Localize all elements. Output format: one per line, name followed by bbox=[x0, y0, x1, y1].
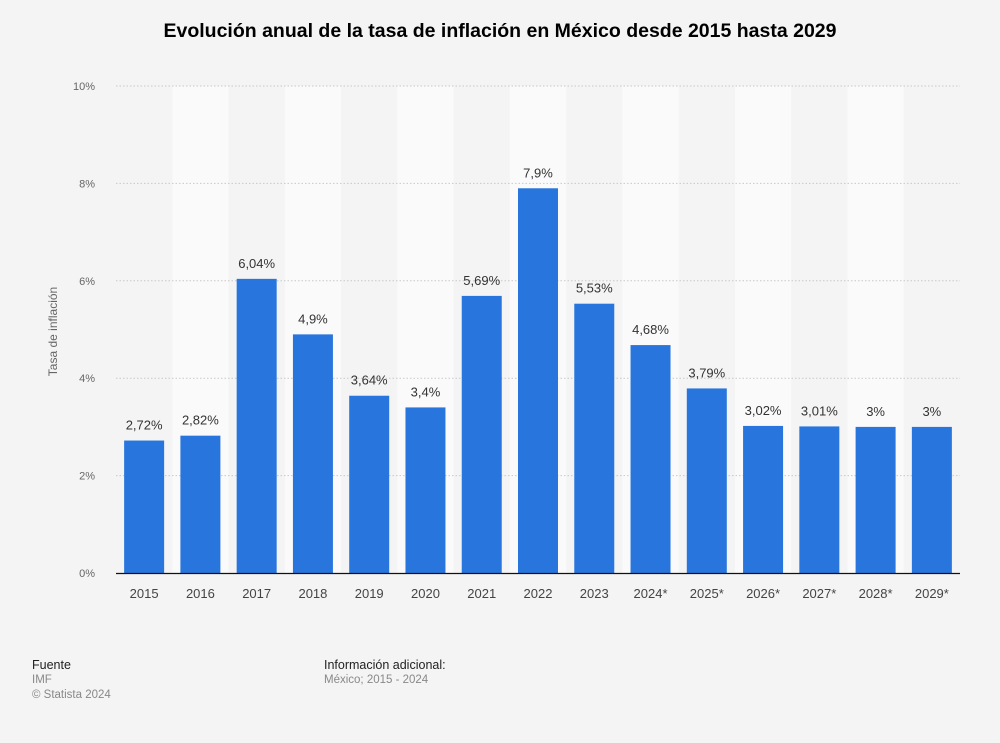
y-tick-label: 8% bbox=[79, 178, 95, 190]
bar bbox=[518, 188, 558, 573]
data-label: 2,82% bbox=[182, 413, 219, 428]
data-label: 3,02% bbox=[745, 403, 782, 418]
x-tick-label: 2019 bbox=[355, 586, 384, 601]
data-label: 3% bbox=[922, 404, 941, 419]
y-tick-label: 4% bbox=[79, 373, 95, 385]
bar bbox=[180, 435, 221, 573]
y-axis-title: Tasa de inflación bbox=[46, 287, 60, 376]
bar bbox=[349, 395, 390, 573]
bar bbox=[911, 426, 952, 573]
source-block: Fuente IMF © Statista 2024 bbox=[32, 658, 111, 703]
info-block: Información adicional: México; 2015 - 20… bbox=[324, 658, 446, 688]
x-tick-label: 2021 bbox=[467, 586, 496, 601]
x-tick-label: 2018 bbox=[298, 586, 327, 601]
x-tick-label: 2029* bbox=[915, 586, 949, 601]
bar bbox=[855, 426, 896, 573]
x-tick-label: 2026* bbox=[746, 586, 780, 601]
bar bbox=[292, 334, 333, 573]
x-tick-label: 2025* bbox=[690, 586, 724, 601]
x-tick-label: 2028* bbox=[859, 586, 893, 601]
data-label: 4,68% bbox=[632, 322, 669, 337]
x-tick-label: 2027* bbox=[802, 586, 836, 601]
bar bbox=[236, 278, 277, 573]
info-heading: Información adicional: bbox=[324, 658, 446, 672]
data-label: 3,64% bbox=[351, 373, 388, 388]
source-heading: Fuente bbox=[32, 658, 71, 672]
y-tick-label: 2% bbox=[79, 471, 95, 483]
x-tick-label: 2016 bbox=[186, 586, 215, 601]
x-tick-label: 2020 bbox=[411, 586, 440, 601]
bar bbox=[124, 440, 165, 573]
info-text: México; 2015 - 2024 bbox=[324, 674, 429, 686]
bar bbox=[461, 295, 502, 573]
bar bbox=[405, 407, 446, 573]
source-name: IMF bbox=[32, 674, 52, 686]
bar bbox=[799, 426, 840, 573]
x-tick-label: 2015 bbox=[130, 586, 159, 601]
data-label: 3,01% bbox=[801, 403, 838, 418]
x-tick-label: 2024* bbox=[634, 586, 668, 601]
data-label: 6,04% bbox=[238, 256, 275, 271]
bar bbox=[743, 425, 784, 573]
data-label: 3,79% bbox=[688, 365, 725, 380]
data-label: 3% bbox=[866, 404, 885, 419]
x-tick-label: 2023 bbox=[580, 586, 609, 601]
y-tick-label: 0% bbox=[79, 568, 95, 580]
data-label: 5,53% bbox=[576, 281, 613, 296]
bar bbox=[686, 388, 727, 573]
data-label: 7,9% bbox=[523, 165, 553, 180]
data-label: 5,69% bbox=[463, 273, 500, 288]
bar bbox=[574, 303, 615, 573]
bar bbox=[630, 345, 671, 573]
copyright: © Statista 2024 bbox=[32, 689, 111, 701]
data-label: 2,72% bbox=[126, 418, 163, 433]
data-label: 4,9% bbox=[298, 311, 328, 326]
x-tick-label: 2017 bbox=[242, 586, 271, 601]
y-tick-label: 10% bbox=[73, 81, 95, 93]
data-label: 3,4% bbox=[411, 384, 441, 399]
y-tick-label: 6% bbox=[79, 276, 95, 288]
chart-title: Evolución anual de la tasa de inflación … bbox=[163, 20, 837, 42]
x-tick-label: 2022 bbox=[524, 586, 553, 601]
